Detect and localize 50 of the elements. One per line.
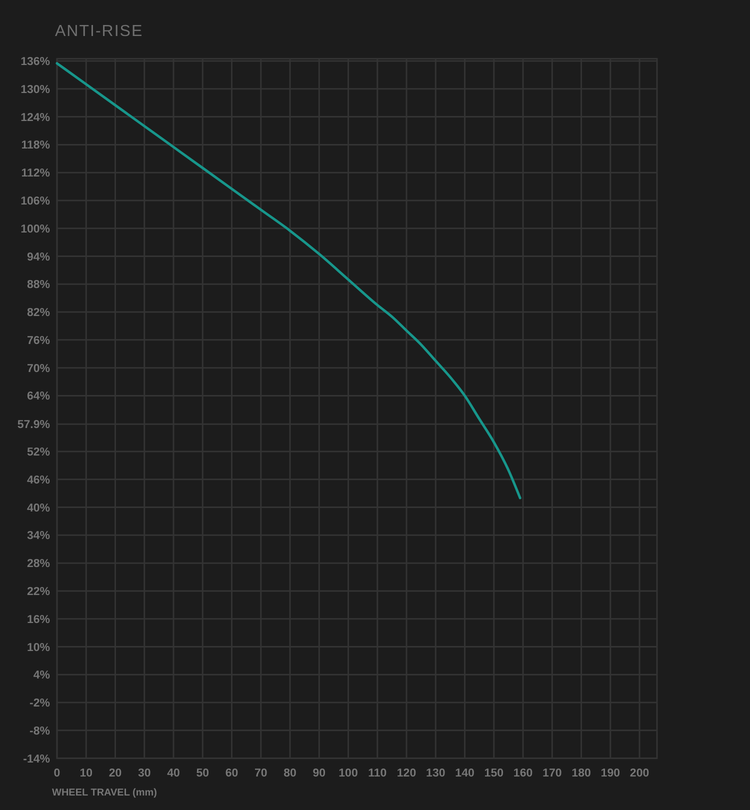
x-tick-label: 20 [108, 767, 122, 780]
x-tick-label: 50 [196, 767, 210, 780]
y-tick-label: 118% [21, 140, 50, 152]
x-tick-label: 110 [368, 767, 387, 780]
x-tick-label: 90 [312, 767, 326, 780]
y-tick-label: -14% [23, 753, 50, 766]
y-tick-label: 22% [26, 586, 50, 598]
y-tick-label: 88% [26, 279, 50, 292]
x-tick-label: 100 [338, 767, 358, 780]
y-tick-label: 82% [26, 307, 50, 320]
y-tick-label: 4% [33, 670, 50, 682]
x-tick-label: 190 [600, 767, 620, 780]
x-tick-label: 0 [54, 767, 60, 780]
y-tick-label: -8% [30, 725, 50, 738]
x-tick-label: 130 [426, 767, 446, 780]
y-tick-label: 94% [26, 251, 50, 264]
x-tick-label: 170 [542, 767, 562, 780]
x-tick-label: 40 [167, 767, 180, 780]
y-tick-label: 64% [26, 390, 50, 403]
y-tick-label: 10% [26, 642, 50, 654]
x-tick-label: 160 [513, 767, 533, 780]
y-tick-label: 136% [20, 56, 50, 68]
y-tick-label: 130% [20, 84, 50, 96]
y-tick-label: 106% [20, 196, 50, 208]
y-tick-label: 40% [26, 502, 50, 514]
x-tick-label: 80 [284, 767, 296, 780]
x-tick-label: 140 [455, 767, 474, 780]
y-tick-label: 112% [21, 168, 50, 180]
x-tick-label: 200 [630, 767, 650, 780]
x-tick-label: 180 [572, 767, 591, 780]
x-tick-label: 70 [254, 767, 268, 780]
y-tick-label: 16% [26, 614, 50, 626]
y-tick-label: 70% [26, 362, 50, 375]
y-tick-label: 76% [26, 334, 50, 347]
y-tick-label: 57.9% [17, 419, 50, 432]
x-tick-label: 60 [225, 767, 238, 780]
x-tick-label: 120 [396, 767, 416, 780]
y-tick-label: 28% [26, 558, 50, 570]
y-tick-label: 100% [20, 223, 50, 236]
x-axis-title: WHEEL TRAVEL (mm) [52, 787, 158, 798]
y-tick-label: -2% [30, 698, 50, 710]
chart-title: ANTI-RISE [55, 23, 144, 40]
line-series [56, 62, 522, 500]
y-tick-label: 124% [20, 112, 50, 124]
y-tick-label: 34% [26, 530, 50, 542]
x-tick-label: 10 [80, 767, 93, 780]
x-tick-label: 30 [138, 767, 151, 780]
y-tick-label: 46% [26, 474, 50, 486]
y-tick-label: 52% [26, 446, 50, 459]
x-tick-label: 150 [484, 767, 504, 780]
